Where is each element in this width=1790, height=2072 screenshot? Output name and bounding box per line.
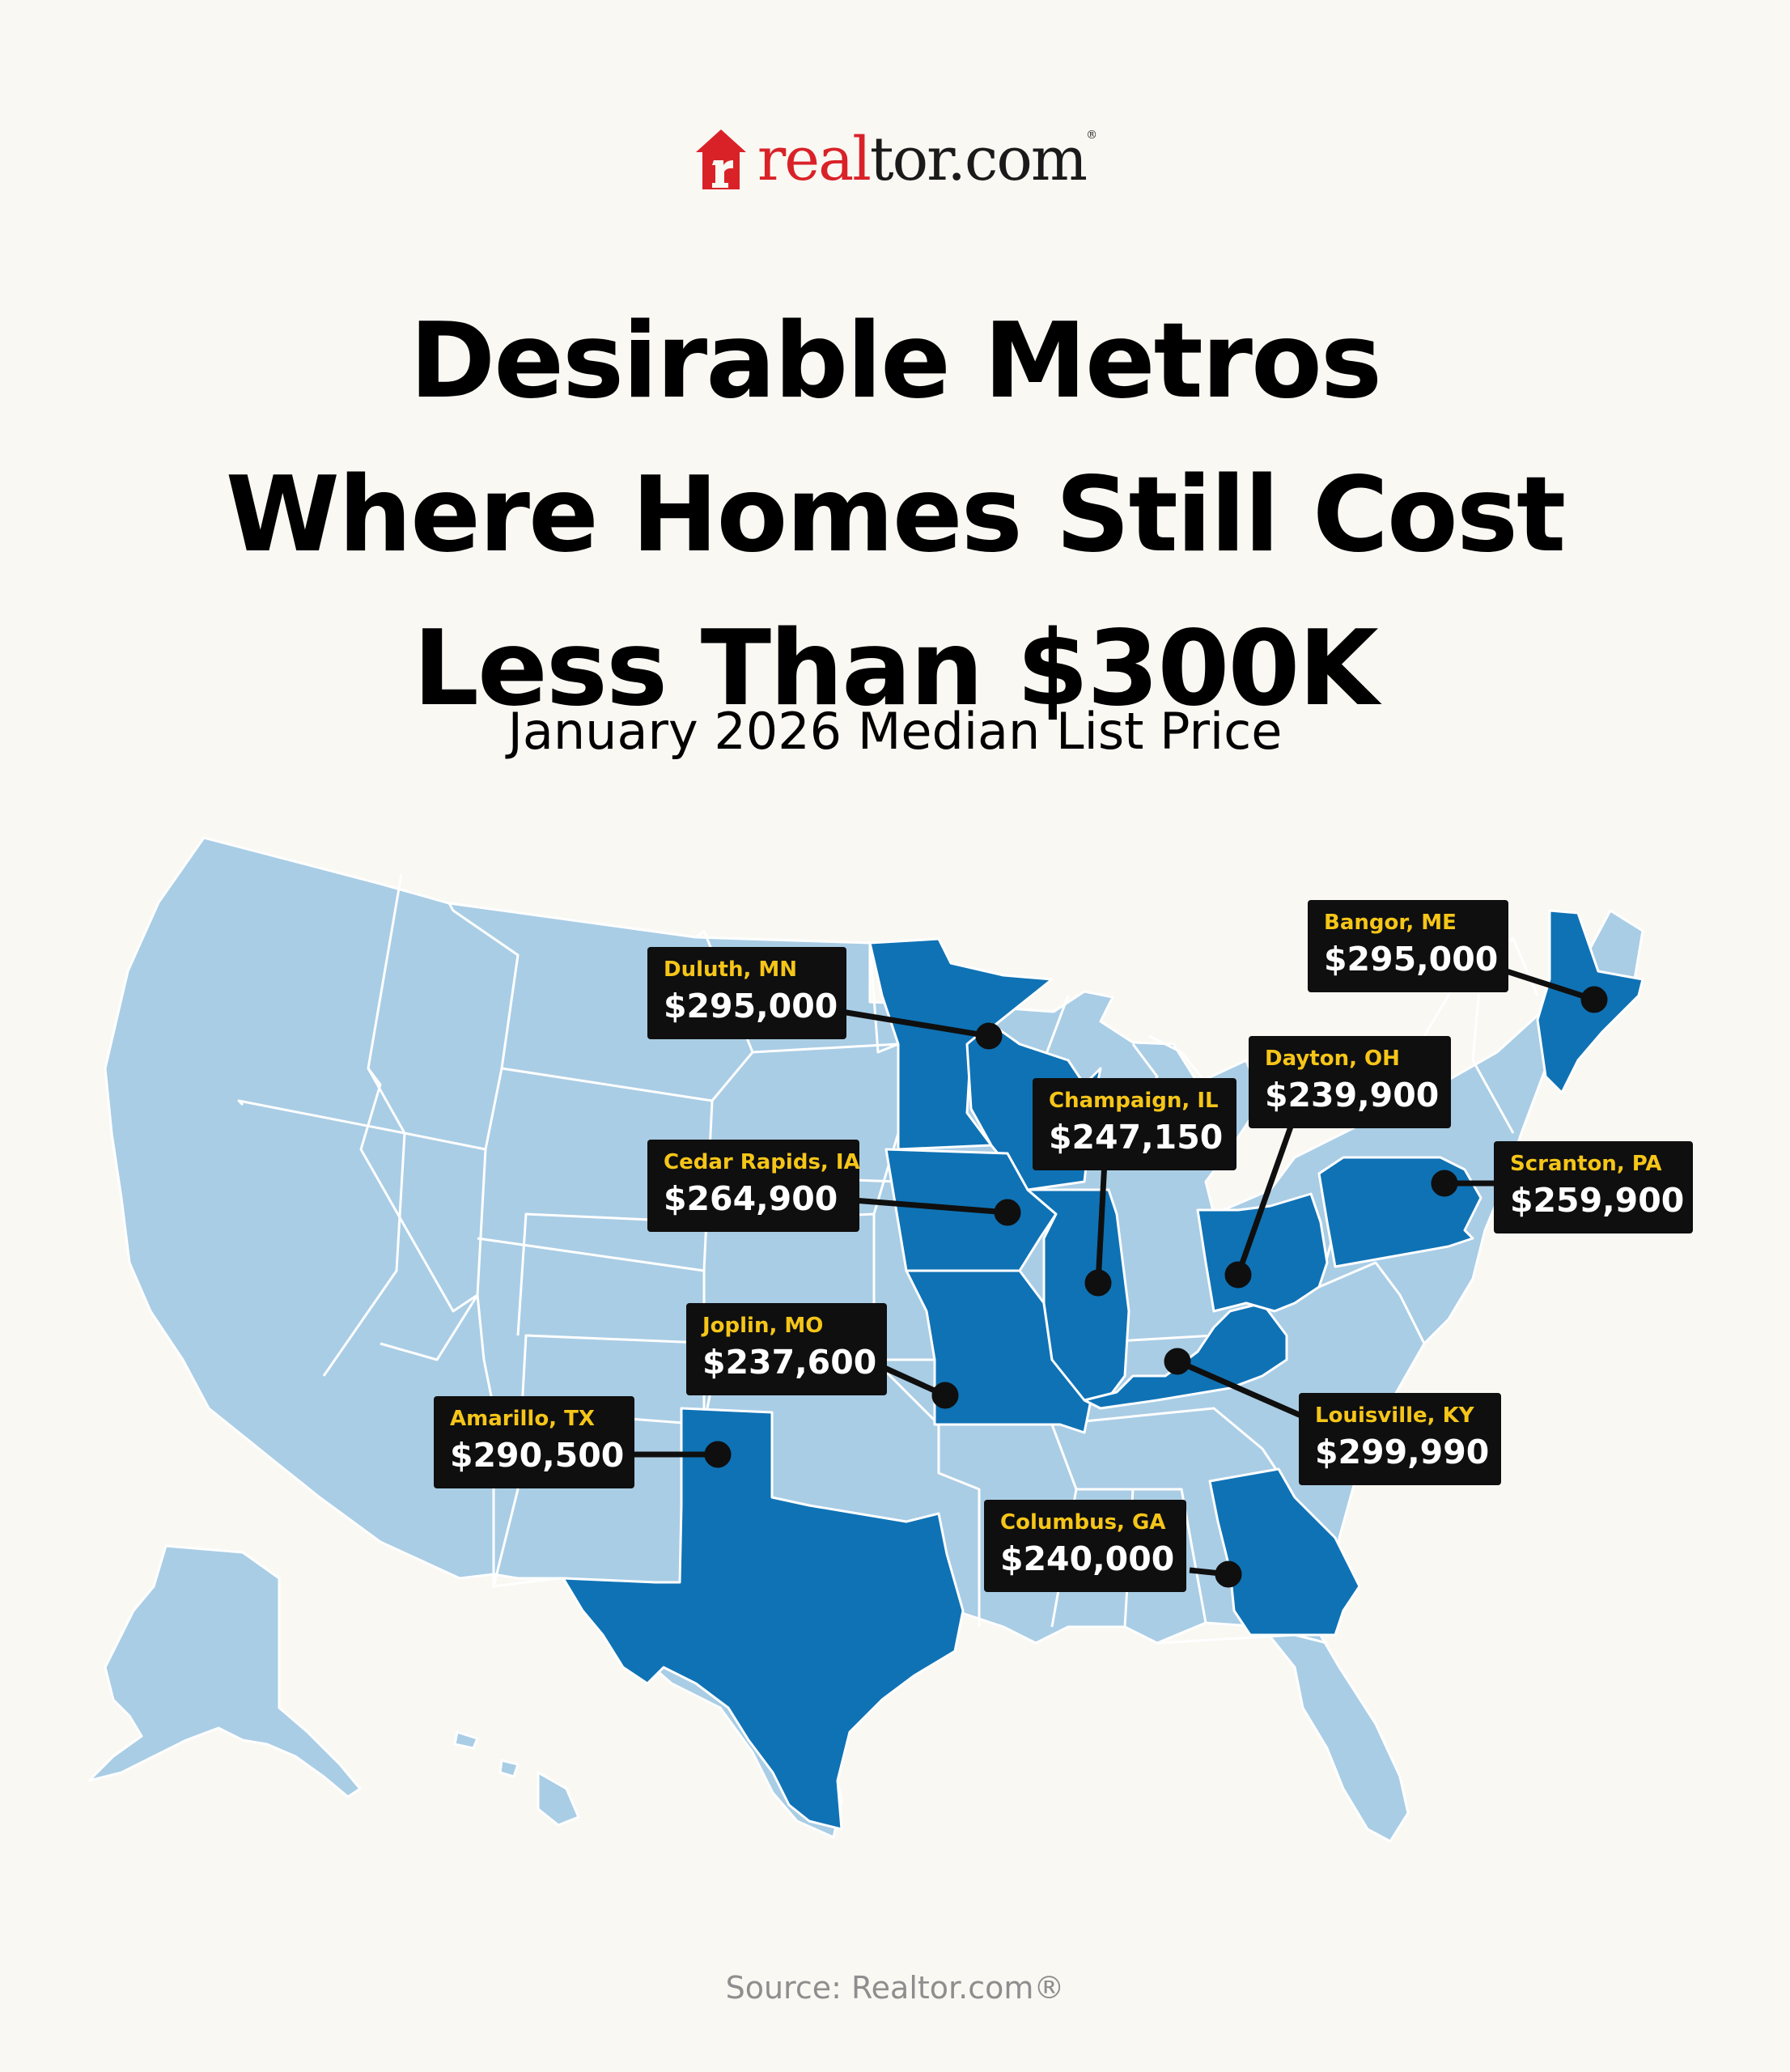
callout-louisville: Louisville, KY $299,990 bbox=[1299, 1393, 1501, 1485]
leader-line-cedar-rapids bbox=[853, 1197, 1008, 1216]
title-line-3: Less Than $300K bbox=[413, 609, 1378, 729]
callout-price: $237,600 bbox=[702, 1343, 877, 1382]
callout-price: $299,990 bbox=[1315, 1433, 1490, 1471]
callout-city: Columbus, GA bbox=[1000, 1510, 1166, 1535]
marker-columbus bbox=[1215, 1560, 1242, 1588]
callout-duluth: Duluth, MN $295,000 bbox=[647, 947, 846, 1039]
page-subtitle: January 2026 Median List Price bbox=[507, 702, 1283, 761]
leader-line-dayton bbox=[1235, 1114, 1298, 1276]
house-logo-icon bbox=[695, 130, 746, 189]
callout-amarillo: Amarillo, TX $290,500 bbox=[434, 1396, 634, 1488]
marker-scranton bbox=[1431, 1170, 1458, 1197]
source-note: Source: Realtor.com® bbox=[725, 1970, 1065, 2006]
marker-louisville bbox=[1164, 1348, 1191, 1375]
realtor-logo: realtor.com® bbox=[0, 128, 1790, 191]
state-HI bbox=[453, 1730, 580, 1827]
callout-price: $295,000 bbox=[664, 987, 838, 1025]
callout-champaign: Champaign, IL $247,150 bbox=[1033, 1078, 1236, 1170]
marker-amarillo bbox=[704, 1441, 732, 1468]
callout-scranton: Scranton, PA $259,900 bbox=[1494, 1141, 1693, 1233]
callout-dayton: Dayton, OH $239,900 bbox=[1249, 1036, 1451, 1128]
marker-dayton bbox=[1224, 1261, 1252, 1289]
callout-city: Scranton, PA bbox=[1510, 1152, 1662, 1176]
callout-city: Bangor, ME bbox=[1324, 911, 1457, 935]
callout-joplin: Joplin, MO $237,600 bbox=[686, 1303, 887, 1395]
callout-price: $247,150 bbox=[1049, 1118, 1224, 1157]
callout-price: $240,000 bbox=[1000, 1539, 1175, 1578]
logo-wordmark: realtor.com® bbox=[757, 125, 1097, 194]
callout-columbus: Columbus, GA $240,000 bbox=[984, 1500, 1186, 1592]
state-TX bbox=[562, 1407, 965, 1831]
leader-line-duluth bbox=[841, 1008, 990, 1039]
callout-leader-lines bbox=[627, 952, 1608, 1588]
callout-city: Duluth, MN bbox=[664, 957, 798, 982]
marker-champaign bbox=[1084, 1269, 1112, 1297]
state-AK bbox=[87, 1544, 362, 1798]
page-title: Desirable Metros Where Homes Still Cost … bbox=[0, 285, 1790, 746]
callout-city: Dayton, OH bbox=[1265, 1047, 1400, 1071]
marker-bangor bbox=[1580, 986, 1608, 1013]
title-line-2: Where Homes Still Cost bbox=[225, 455, 1566, 575]
callout-city: Joplin, MO bbox=[702, 1314, 824, 1338]
leader-line-louisville bbox=[1176, 1358, 1304, 1420]
leader-line-champaign bbox=[1095, 1161, 1108, 1284]
marker-joplin bbox=[931, 1382, 959, 1409]
callout-city: Amarillo, TX bbox=[450, 1407, 595, 1431]
marker-cedar-rapids bbox=[994, 1199, 1021, 1226]
callout-price: $264,900 bbox=[664, 1179, 838, 1218]
title-line-1: Desirable Metros bbox=[409, 301, 1382, 422]
callout-price: $290,500 bbox=[450, 1436, 625, 1475]
callout-city: Champaign, IL bbox=[1049, 1089, 1219, 1113]
callout-city: Louisville, KY bbox=[1315, 1403, 1474, 1428]
callout-cedar-rapids: Cedar Rapids, IA $264,900 bbox=[647, 1140, 860, 1232]
callout-bangor: Bangor, ME $295,000 bbox=[1308, 900, 1508, 992]
callout-price: $259,900 bbox=[1510, 1181, 1685, 1220]
callout-price: $239,900 bbox=[1265, 1076, 1440, 1115]
marker-duluth bbox=[975, 1022, 1003, 1050]
callout-city: Cedar Rapids, IA bbox=[664, 1150, 860, 1174]
callout-price: $295,000 bbox=[1324, 940, 1499, 979]
